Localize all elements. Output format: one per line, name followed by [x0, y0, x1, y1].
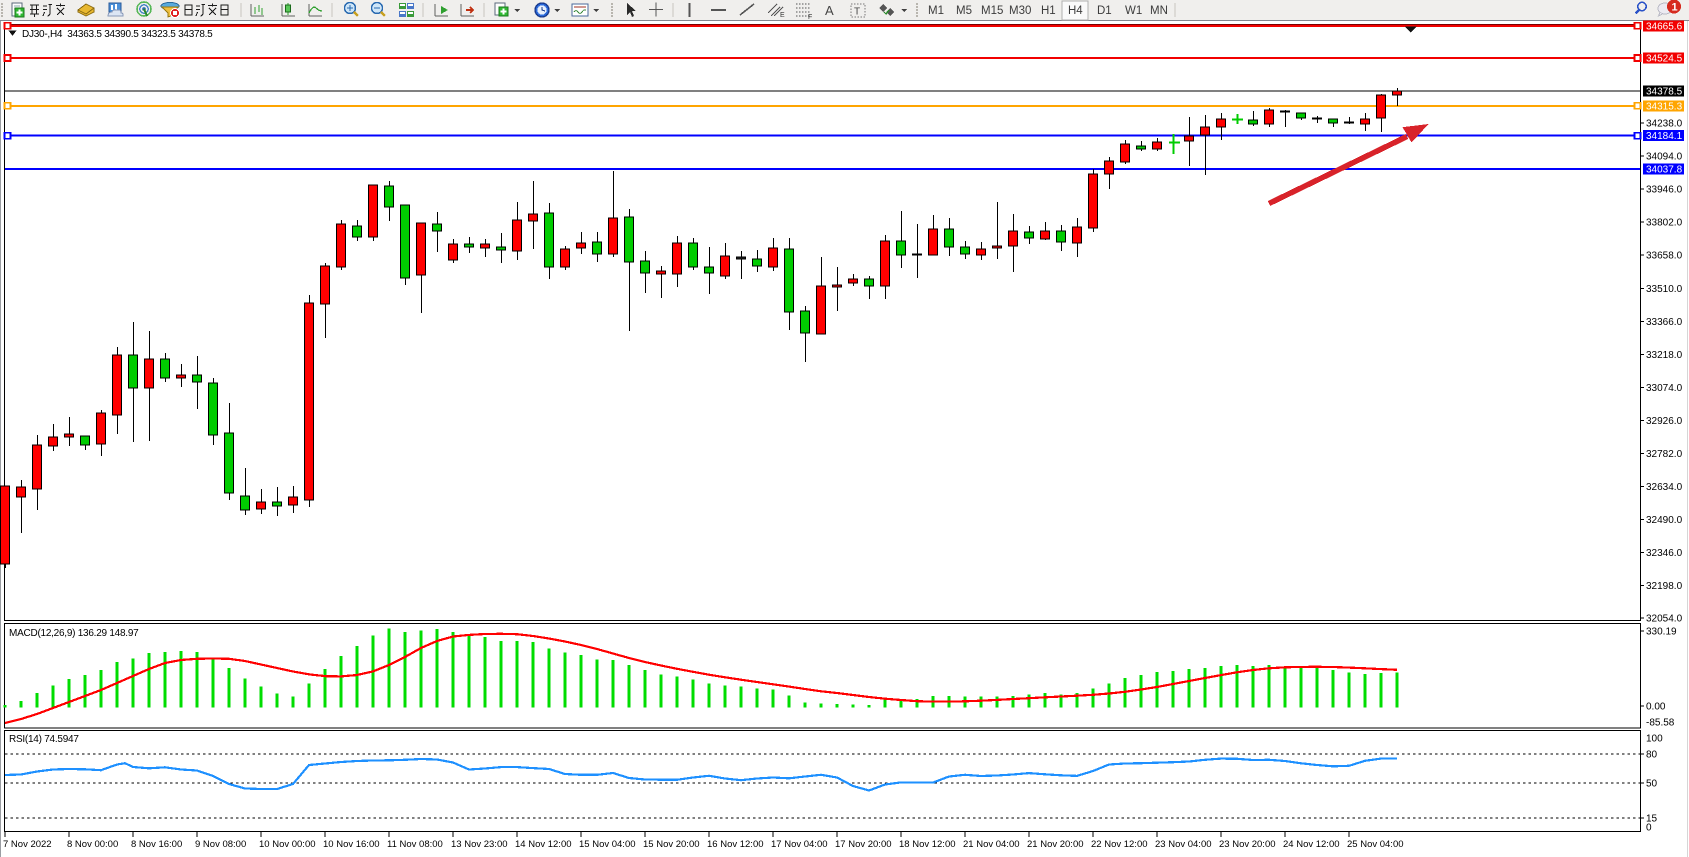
svg-text:100: 100 — [1646, 734, 1663, 745]
svg-text:M1: M1 — [928, 5, 944, 17]
svg-text:23 Nov 20:00: 23 Nov 20:00 — [1219, 839, 1276, 850]
svg-text:34184.1: 34184.1 — [1646, 131, 1683, 142]
svg-text:32490.0: 32490.0 — [1646, 515, 1683, 526]
svg-text:W1: W1 — [1125, 5, 1142, 17]
svg-text:H4: H4 — [1068, 5, 1083, 17]
svg-text:MN: MN — [1150, 5, 1168, 17]
svg-text:M15: M15 — [981, 5, 1003, 17]
svg-text:9 Nov 08:00: 9 Nov 08:00 — [195, 839, 246, 850]
svg-text:32634.0: 32634.0 — [1646, 482, 1683, 493]
svg-text:17 Nov 20:00: 17 Nov 20:00 — [835, 839, 892, 850]
svg-text:80: 80 — [1646, 749, 1658, 760]
svg-text:A: A — [825, 3, 834, 18]
svg-text:21 Nov 04:00: 21 Nov 04:00 — [963, 839, 1020, 850]
svg-text:22 Nov 12:00: 22 Nov 12:00 — [1091, 839, 1148, 850]
svg-text:16 Nov 12:00: 16 Nov 12:00 — [707, 839, 764, 850]
svg-text:32926.0: 32926.0 — [1646, 416, 1683, 427]
svg-text:M5: M5 — [956, 5, 972, 17]
svg-text:DJ30-,H4 34363.5 34390.5 3432: DJ30-,H4 34363.5 34390.5 34323.5 34378.5 — [22, 29, 213, 40]
svg-text:7 Nov 2022: 7 Nov 2022 — [3, 839, 52, 850]
svg-text:10 Nov 00:00: 10 Nov 00:00 — [259, 839, 316, 850]
svg-text:33218.0: 33218.0 — [1646, 350, 1683, 361]
svg-text:E: E — [780, 12, 785, 19]
svg-text:15 Nov 20:00: 15 Nov 20:00 — [643, 839, 700, 850]
svg-text:34037.8: 34037.8 — [1646, 165, 1683, 176]
svg-text:33946.0: 33946.0 — [1646, 185, 1683, 196]
svg-text:0.00: 0.00 — [1646, 702, 1666, 713]
svg-text:10 Nov 16:00: 10 Nov 16:00 — [323, 839, 380, 850]
svg-text:34238.0: 34238.0 — [1646, 119, 1683, 130]
svg-text:0: 0 — [1646, 823, 1652, 834]
svg-text:23 Nov 04:00: 23 Nov 04:00 — [1155, 839, 1212, 850]
svg-text:34665.6: 34665.6 — [1646, 21, 1683, 32]
svg-text:33658.0: 33658.0 — [1646, 251, 1683, 262]
svg-text:34378.5: 34378.5 — [1646, 87, 1683, 98]
svg-text:D1: D1 — [1097, 5, 1112, 17]
svg-text:33074.0: 33074.0 — [1646, 383, 1683, 394]
svg-text:34094.0: 34094.0 — [1646, 152, 1683, 163]
svg-text:330.19: 330.19 — [1646, 627, 1677, 638]
svg-text:F: F — [808, 14, 812, 21]
svg-text:13 Nov 23:00: 13 Nov 23:00 — [451, 839, 508, 850]
svg-text:H1: H1 — [1041, 5, 1056, 17]
svg-text:17 Nov 04:00: 17 Nov 04:00 — [771, 839, 828, 850]
svg-text:1: 1 — [1672, 2, 1678, 14]
svg-text:34524.5: 34524.5 — [1646, 54, 1683, 65]
svg-text:14 Nov 12:00: 14 Nov 12:00 — [515, 839, 572, 850]
svg-text:32782.0: 32782.0 — [1646, 449, 1683, 460]
svg-text:21 Nov 20:00: 21 Nov 20:00 — [1027, 839, 1084, 850]
svg-text:T: T — [854, 7, 860, 18]
svg-text:50: 50 — [1646, 779, 1658, 790]
svg-text:MACD(12,26,9) 136.29 148.97: MACD(12,26,9) 136.29 148.97 — [9, 628, 139, 639]
svg-text:15 Nov 04:00: 15 Nov 04:00 — [579, 839, 636, 850]
svg-text:11 Nov 08:00: 11 Nov 08:00 — [387, 839, 443, 850]
svg-text:32054.0: 32054.0 — [1646, 614, 1683, 625]
svg-text:M30: M30 — [1009, 5, 1031, 17]
svg-text:33510.0: 33510.0 — [1646, 284, 1683, 295]
svg-text:-85.58: -85.58 — [1646, 718, 1675, 729]
svg-text:18 Nov 12:00: 18 Nov 12:00 — [899, 839, 956, 850]
svg-text:25 Nov 04:00: 25 Nov 04:00 — [1347, 839, 1404, 850]
svg-text:34315.3: 34315.3 — [1646, 101, 1683, 112]
svg-text:15: 15 — [1646, 813, 1658, 824]
svg-text:32198.0: 32198.0 — [1646, 581, 1683, 592]
svg-text:8 Nov 16:00: 8 Nov 16:00 — [131, 839, 182, 850]
svg-text:24 Nov 12:00: 24 Nov 12:00 — [1283, 839, 1340, 850]
svg-text:8 Nov 00:00: 8 Nov 00:00 — [67, 839, 118, 850]
svg-text:33366.0: 33366.0 — [1646, 317, 1683, 328]
svg-text:32346.0: 32346.0 — [1646, 548, 1683, 559]
svg-text:RSI(14) 74.5947: RSI(14) 74.5947 — [9, 734, 79, 745]
svg-text:33802.0: 33802.0 — [1646, 218, 1683, 229]
